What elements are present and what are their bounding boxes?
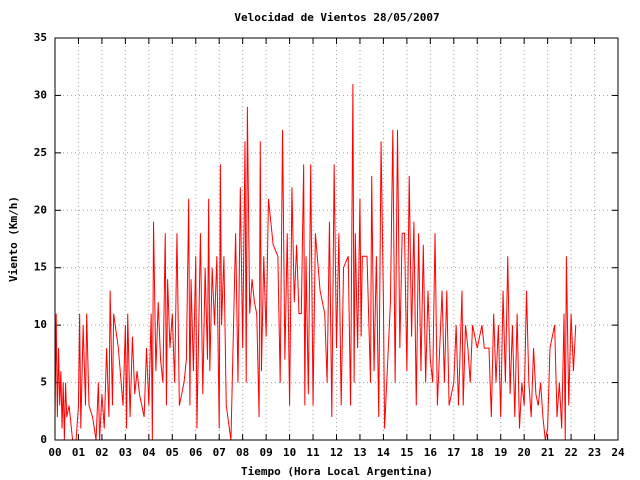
y-tick-label: 10 [34, 318, 47, 331]
plot-frame [54, 37, 619, 441]
x-tick-label: 02 [95, 446, 108, 459]
x-tick-label: 14 [377, 446, 391, 459]
x-tick-label: 01 [72, 446, 86, 459]
x-tick-label: 03 [119, 446, 132, 459]
x-tick-label: 06 [189, 446, 203, 459]
x-tick-label: 23 [588, 446, 601, 459]
x-tick-label: 12 [330, 446, 343, 459]
x-tick-label: 07 [213, 446, 226, 459]
x-axis-label: Tiempo (Hora Local Argentina) [241, 465, 433, 478]
y-tick-label: 15 [34, 261, 47, 274]
x-tick-label: 20 [518, 446, 531, 459]
y-tick-label: 0 [40, 433, 47, 446]
data-line [54, 83, 577, 441]
y-tick-label: 5 [40, 376, 47, 389]
y-axis-label: Viento (Km/h) [7, 196, 20, 282]
y-tick-label: 20 [34, 203, 47, 216]
x-tick-label: 08 [236, 446, 249, 459]
y-tick-label: 35 [34, 31, 47, 44]
x-tick-label: 09 [260, 446, 273, 459]
x-tick-label: 11 [306, 446, 320, 459]
x-tick-label: 16 [424, 446, 438, 459]
x-tick-label: 10 [283, 446, 296, 459]
y-tick-label: 25 [34, 146, 47, 159]
x-tick-label: 17 [447, 446, 460, 459]
chart-title: Velocidad de Vientos 28/05/2007 [234, 11, 439, 24]
y-tick-label: 30 [34, 88, 47, 101]
x-tick-label: 00 [48, 446, 61, 459]
x-tick-label: 19 [494, 446, 507, 459]
x-tick-label: 13 [353, 446, 366, 459]
x-tick-label: 15 [400, 446, 413, 459]
x-tick-label: 18 [471, 446, 484, 459]
x-tick-label: 21 [541, 446, 555, 459]
x-tick-label: 04 [142, 446, 156, 459]
x-tick-label: 24 [611, 446, 625, 459]
x-tick-label: 22 [564, 446, 577, 459]
x-tick-label: 05 [166, 446, 179, 459]
